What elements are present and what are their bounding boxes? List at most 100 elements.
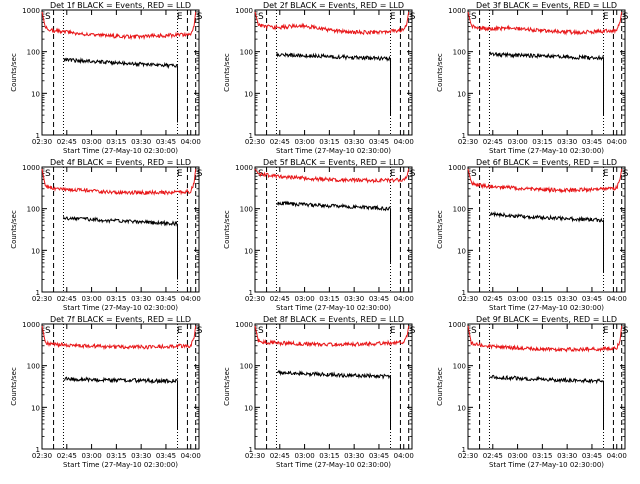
marker-label: S <box>471 326 477 336</box>
x-tick-label: 02:45 <box>57 138 77 146</box>
plot-frame <box>467 9 626 136</box>
x-tick-label: 04:00 <box>394 452 414 460</box>
x-axis-label: Start Time (27-May-10 02:30:00) <box>489 461 604 469</box>
y-tick-label: 1000 <box>235 321 253 329</box>
x-tick-label: 04:00 <box>607 295 627 303</box>
plot-frame <box>254 166 413 293</box>
x-tick-label: 03:00 <box>294 138 314 146</box>
x-tick-label: 02:45 <box>483 295 503 303</box>
x-tick-label: 02:30 <box>458 452 478 460</box>
subplot-5: Det 5f BLACK = Events, RED = LLD 1 10 100 10… <box>223 158 416 312</box>
x-tick-label: 03:30 <box>344 295 364 303</box>
lld-series-line <box>467 11 623 36</box>
x-tick-label: 03:30 <box>344 452 364 460</box>
x-tick-label: 04:00 <box>181 295 201 303</box>
plot-frame <box>467 166 626 293</box>
x-tick-label: 03:15 <box>319 452 339 460</box>
x-tick-label: 04:00 <box>394 138 414 146</box>
marker-label: E <box>177 169 183 179</box>
y-tick-label: 1000 <box>22 164 40 172</box>
x-tick-label: 03:45 <box>156 295 176 303</box>
marker-label: S <box>258 12 264 22</box>
marker-label: S <box>45 169 51 179</box>
subplot-title: Det 5f BLACK = Events, RED = LLD <box>263 158 404 167</box>
y-tick-label: 10 <box>457 90 466 98</box>
subplot-title: Det 3f BLACK = Events, RED = LLD <box>476 1 617 10</box>
x-axis-label: Start Time (27-May-10 02:30:00) <box>489 304 604 312</box>
marker-label: S <box>45 326 51 336</box>
y-tick-label: 1 <box>462 289 466 297</box>
plot-frame <box>41 9 200 136</box>
marker-label: S <box>471 12 477 22</box>
y-axis-label: Counts/sec <box>223 210 231 249</box>
x-tick-label: 03:15 <box>319 295 339 303</box>
x-tick-label: 03:15 <box>106 452 126 460</box>
subplot-3: Det 3f BLACK = Events, RED = LLD 1 10 100 10… <box>436 1 629 155</box>
x-axis-label: Start Time (27-May-10 02:30:00) <box>63 461 178 469</box>
x-tick-label: 02:30 <box>32 452 52 460</box>
x-tick-label: 03:00 <box>507 295 527 303</box>
marker-label: S <box>45 12 51 22</box>
x-tick-label: 04:00 <box>181 452 201 460</box>
y-axis-label: Counts/sec <box>223 367 231 406</box>
x-axis-label: Start Time (27-May-10 02:30:00) <box>63 304 178 312</box>
x-tick-label: 02:45 <box>270 295 290 303</box>
y-tick-label: 10 <box>31 90 40 98</box>
events-series-line <box>489 374 604 430</box>
x-tick-label: 03:45 <box>582 452 602 460</box>
subplot-title: Det 6f BLACK = Events, RED = LLD <box>476 158 617 167</box>
marker-label: E <box>177 326 183 336</box>
y-tick-label: 1000 <box>448 164 466 172</box>
y-tick-label: 100 <box>453 363 466 371</box>
marker-label: S <box>623 326 629 336</box>
x-tick-label: 03:30 <box>131 452 151 460</box>
x-tick-label: 03:30 <box>557 138 577 146</box>
y-tick-label: 100 <box>27 49 40 57</box>
subplot-title: Det 8f BLACK = Events, RED = LLD <box>263 315 404 324</box>
x-tick-label: 02:30 <box>458 138 478 146</box>
events-series-line <box>63 57 178 123</box>
x-tick-label: 03:15 <box>319 138 339 146</box>
y-tick-label: 10 <box>31 404 40 412</box>
y-tick-label: 1000 <box>235 164 253 172</box>
events-series-line <box>489 210 604 273</box>
x-tick-label: 03:45 <box>582 138 602 146</box>
marker-label: S <box>410 326 416 336</box>
lld-series-line <box>254 168 410 184</box>
y-tick-label: 1000 <box>448 321 466 329</box>
y-tick-label: 1000 <box>448 7 466 15</box>
x-tick-label: 03:00 <box>81 138 101 146</box>
x-tick-label: 03:45 <box>582 295 602 303</box>
marker-label: S <box>197 12 203 22</box>
x-tick-label: 04:00 <box>394 295 414 303</box>
subplot-title: Det 2f BLACK = Events, RED = LLD <box>263 1 404 10</box>
y-tick-label: 100 <box>453 206 466 214</box>
subplot-8: Det 8f BLACK = Events, RED = LLD 1 10 100 10… <box>223 315 416 469</box>
y-tick-label: 100 <box>240 206 253 214</box>
subplot-title: Det 4f BLACK = Events, RED = LLD <box>50 158 191 167</box>
lld-series-line <box>254 11 410 36</box>
x-tick-label: 02:30 <box>245 138 265 146</box>
marker-label: E <box>177 12 183 22</box>
x-tick-label: 03:00 <box>81 295 101 303</box>
y-axis-label: Counts/sec <box>10 210 18 249</box>
plot-frame <box>254 9 413 136</box>
y-tick-label: 1 <box>249 132 253 140</box>
marker-label: E <box>603 326 609 336</box>
y-tick-label: 1 <box>249 446 253 454</box>
marker-label: S <box>471 169 477 179</box>
subplot-9: Det 9f BLACK = Events, RED = LLD 1 10 100 10… <box>436 315 629 469</box>
x-tick-label: 02:45 <box>270 138 290 146</box>
x-tick-label: 02:30 <box>245 295 265 303</box>
events-series-line <box>489 51 604 116</box>
subplot-7: Det 7f BLACK = Events, RED = LLD 1 10 100 10… <box>10 315 203 469</box>
y-tick-label: 1 <box>462 446 466 454</box>
x-axis-label: Start Time (27-May-10 02:30:00) <box>489 147 604 155</box>
lld-series-line <box>254 325 410 348</box>
y-axis-label: Counts/sec <box>436 367 444 406</box>
x-tick-label: 02:30 <box>32 295 52 303</box>
x-tick-label: 03:30 <box>344 138 364 146</box>
x-tick-label: 03:45 <box>369 138 389 146</box>
